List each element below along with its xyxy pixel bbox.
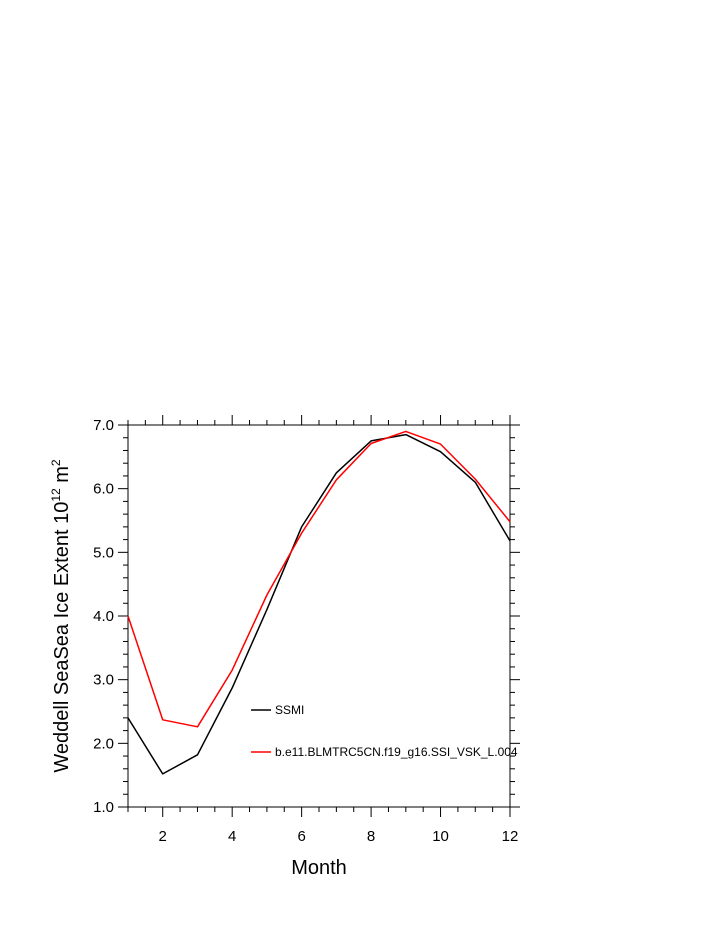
y-axis-title-exp: 12 — [49, 488, 63, 502]
x-tick-label: 4 — [228, 828, 236, 845]
y-tick-label: 6.0 — [93, 481, 114, 498]
series-line-1 — [127, 433, 511, 775]
y-axis-title: Weddell SeaSea Ice Extent 1012 m2 — [49, 459, 73, 773]
x-axis-title: Month — [291, 857, 347, 879]
series-lines — [127, 430, 511, 775]
legend-label-2: b.e11.BLMTRC5CN.f19_g16.SSI_VSK_L.004 — [275, 745, 518, 759]
y-tick-label: 4.0 — [93, 608, 114, 625]
y-axis-title-unit: m — [51, 466, 73, 488]
axis-ticks — [118, 415, 520, 817]
x-tick-label: 8 — [367, 828, 375, 845]
y-tick-label: 7.0 — [93, 417, 114, 434]
y-tick-label: 3.0 — [93, 672, 114, 689]
y-tick-label: 2.0 — [93, 735, 114, 752]
y-axis-title-unit-exp: 2 — [49, 459, 63, 466]
x-tick-label: 6 — [297, 828, 305, 845]
x-tick-label: 2 — [159, 828, 167, 845]
y-tick-label: 5.0 — [93, 544, 114, 561]
legend-label-1: SSMI — [275, 703, 304, 717]
y-axis-title-main: Weddell SeaSea Ice Extent 10 — [51, 502, 73, 773]
y-tick-label: 1.0 — [93, 799, 114, 816]
legend: SSMI b.e11.BLMTRC5CN.f19_g16.SSI_VSK_L.00… — [251, 703, 518, 759]
tick-labels: 2 4 6 8 10 12 1.0 2.0 3.0 4.0 5.0 6.0 7.0 — [93, 417, 518, 845]
x-tick-label: 12 — [502, 828, 519, 845]
series-line-2 — [127, 430, 511, 728]
x-tick-label: 10 — [432, 828, 449, 845]
